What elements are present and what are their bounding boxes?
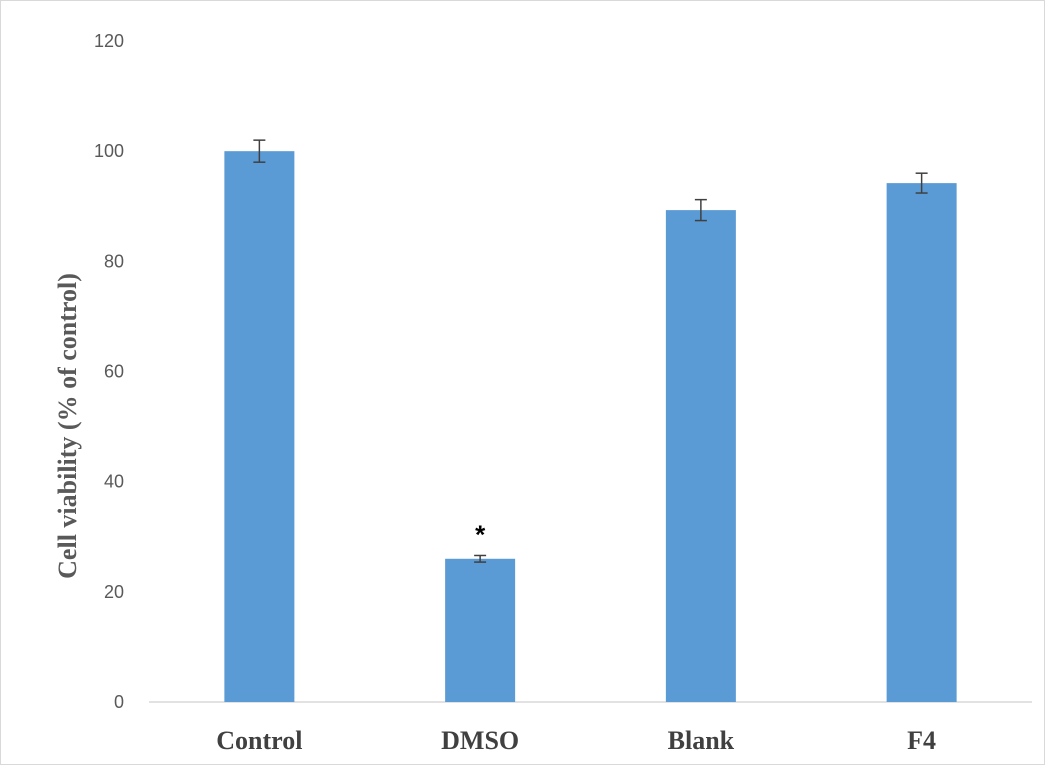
error-bar [694, 198, 707, 222]
x-tick-label: Control [216, 726, 302, 755]
y-tick-label: 40 [104, 472, 124, 492]
y-tick-label: 20 [104, 582, 124, 602]
bars [224, 151, 957, 703]
x-axis-labels: Control DMSO Blank F4 [216, 726, 936, 755]
y-tick-label: 0 [114, 692, 124, 712]
error-bars [253, 139, 928, 563]
x-tick-label: Blank [668, 726, 735, 755]
significance-marker: * [475, 519, 486, 549]
error-bar [253, 139, 266, 163]
y-tick-label: 80 [104, 251, 124, 271]
bar-dmso [445, 558, 516, 702]
x-tick-label: F4 [907, 726, 936, 755]
y-tick-label: 120 [94, 31, 124, 51]
y-axis-title: Cell viability (% of control) [53, 273, 82, 579]
annotations: * [475, 519, 486, 549]
bar-control [224, 151, 295, 702]
y-axis-ticks: 0 20 40 60 80 100 120 [94, 31, 124, 712]
error-bar [474, 554, 487, 563]
y-tick-label: 100 [94, 141, 124, 161]
bar-blank [665, 210, 736, 702]
y-tick-label: 60 [104, 362, 124, 382]
y-axis-title-group: Cell viability (% of control) [53, 273, 82, 579]
bar-f4 [886, 183, 957, 703]
x-tick-label: DMSO [441, 726, 519, 755]
error-bar [915, 172, 928, 194]
